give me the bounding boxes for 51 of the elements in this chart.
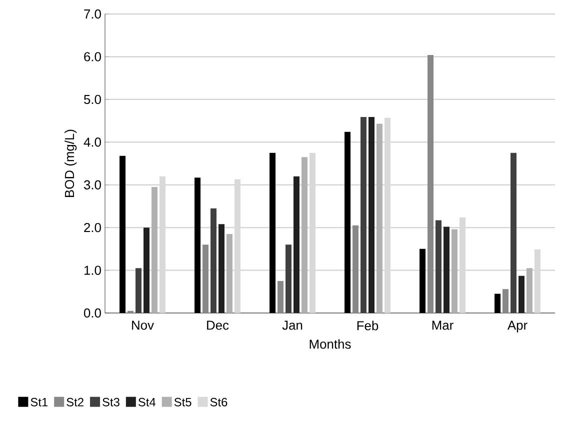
bar [444, 226, 450, 313]
legend-label: St3 [102, 398, 120, 406]
bar [368, 116, 374, 313]
legend-label: St4 [138, 398, 156, 406]
x-tick-label: Feb [357, 320, 378, 330]
legend-label: St5 [174, 398, 192, 406]
bar [293, 176, 300, 313]
x-tick-label: Mar [432, 320, 454, 330]
bar [210, 208, 217, 313]
bar [534, 249, 540, 313]
x-tick-label: Dec [207, 320, 229, 330]
bar [502, 289, 509, 313]
bar [428, 55, 434, 313]
bar [376, 124, 382, 313]
bar [278, 280, 284, 313]
y-tick-label: 2.0 [84, 222, 101, 232]
legend-label: St6 [210, 398, 228, 406]
bar [143, 228, 150, 313]
bar [451, 229, 458, 313]
y-tick-label: 3.0 [84, 180, 101, 190]
bar [459, 217, 466, 313]
y-tick-label: 7.0 [84, 9, 101, 19]
bar [136, 268, 142, 313]
bar [301, 157, 308, 313]
bar [218, 224, 224, 313]
bar [309, 152, 316, 313]
x-axis-title: Months [310, 339, 351, 349]
y-tick-label: 0.0 [84, 308, 101, 318]
legend-label: St2 [66, 398, 84, 406]
bar [226, 234, 232, 313]
bar [159, 176, 166, 313]
bar [384, 118, 390, 313]
bar [234, 179, 240, 313]
y-tick-label: 4.0 [84, 138, 101, 147]
y-axis-title: BOD (mg/L) [64, 130, 77, 197]
x-tick-label: Jan [282, 320, 302, 330]
bar [436, 220, 442, 313]
bar [518, 276, 524, 313]
bar [151, 186, 158, 313]
bar [286, 244, 292, 313]
y-tick-label: 1.0 [84, 266, 101, 275]
bar [526, 268, 532, 313]
y-tick-label: 5.0 [84, 94, 101, 104]
bar [202, 244, 209, 313]
x-tick-label: Nov [132, 320, 154, 330]
y-tick-label: 6.0 [84, 52, 101, 62]
x-tick-label: Apr [507, 320, 528, 332]
bar [352, 225, 359, 313]
bar [360, 116, 367, 313]
bar [510, 152, 517, 313]
legend-label: St1 [30, 398, 48, 406]
